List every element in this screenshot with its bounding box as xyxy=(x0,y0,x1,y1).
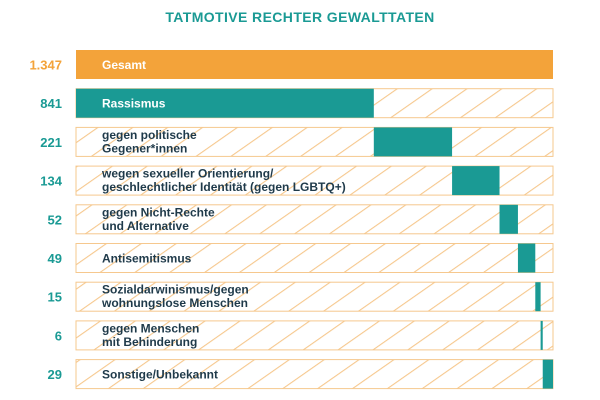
bar-background-hatched xyxy=(75,204,554,235)
bar-label-line: gegen Menschen xyxy=(102,321,199,335)
value-label: 52 xyxy=(48,212,62,227)
value-label: 841 xyxy=(40,96,62,111)
bar-row: 49 Antisemitismus xyxy=(48,243,554,273)
bar-label-line: geschlechtlicher Identität (gegen LGBTQ+… xyxy=(102,180,346,194)
bar-label: Sonstige/Unbekannt xyxy=(102,368,218,382)
bar-label: Antisemitismus xyxy=(102,252,192,266)
value-label: 49 xyxy=(48,251,62,266)
bar-row: 29 Sonstige/Unbekannt xyxy=(48,359,554,390)
bar-label-total: Gesamt xyxy=(102,58,146,72)
bar-total xyxy=(76,50,553,79)
bar-background-hatched xyxy=(75,320,554,351)
bar xyxy=(517,243,536,273)
bar xyxy=(499,204,518,234)
value-label: 29 xyxy=(48,367,62,382)
bar-label-line: mit Behinderung xyxy=(102,335,197,349)
value-label: 15 xyxy=(48,290,62,305)
bar-row-total: 1.347 Gesamt xyxy=(29,50,553,79)
bar-label-line: gegen Nicht-Rechte xyxy=(102,205,215,219)
bar-row: 134 wegen sexueller Orientierung/geschlec… xyxy=(40,165,554,196)
bar-label-line: gegen politische xyxy=(102,128,197,142)
bar xyxy=(373,127,453,157)
chart-title: TATMOTIVE RECHTER GEWALTTATEN xyxy=(165,9,434,25)
bar xyxy=(452,166,500,196)
bar-background-hatched xyxy=(75,281,554,312)
bar xyxy=(535,282,541,312)
bar-background-hatched xyxy=(75,243,554,273)
bar-label-line: wegen sexueller Orientierung/ xyxy=(101,167,274,181)
bar xyxy=(542,359,553,389)
bar-label-line: wohnungslose Menschen xyxy=(101,296,248,310)
value-label: 6 xyxy=(55,328,62,343)
bar-label-line: und Alternative xyxy=(102,219,189,233)
bar-background-hatched xyxy=(75,359,554,390)
value-label: 134 xyxy=(40,174,62,189)
bar-label-line: Sozialdarwinismus/gegen xyxy=(102,283,249,297)
bar-row: 841 Rassismus xyxy=(40,88,554,119)
bar-label: Rassismus xyxy=(102,97,166,111)
bar-group: 1.347 Gesamt 841 Rassismus 221 gegen politisc… xyxy=(29,50,554,390)
bar xyxy=(76,88,374,118)
value-label: 221 xyxy=(40,135,62,150)
value-label-total: 1.347 xyxy=(29,58,62,73)
bar-label-line: Gegener*innen xyxy=(102,141,187,155)
bar-background-hatched xyxy=(75,126,554,157)
bar xyxy=(540,320,543,350)
